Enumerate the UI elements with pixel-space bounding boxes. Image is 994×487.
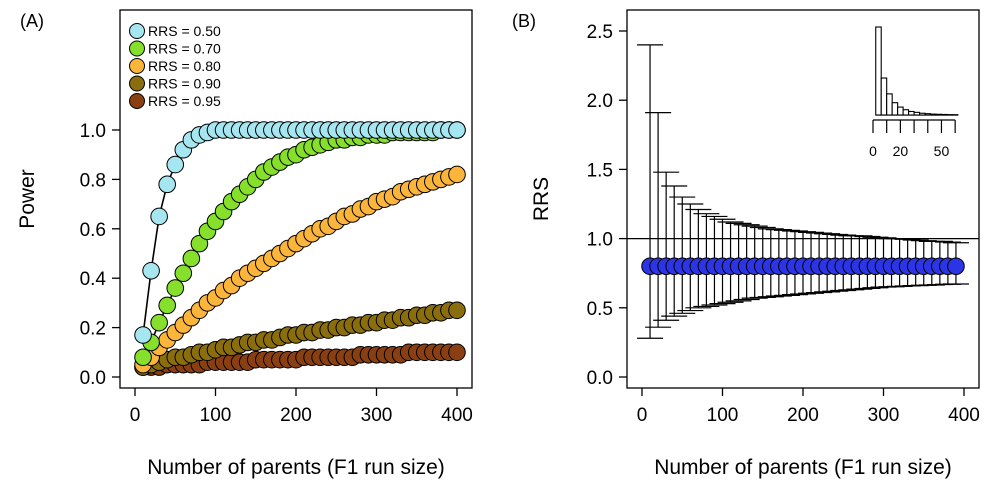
y-tick-label: 0.0 <box>587 368 613 389</box>
panel-b-label: (B) <box>512 11 536 31</box>
data-point <box>150 207 168 226</box>
panel-a-series <box>134 121 466 376</box>
x-tick-label: 300 <box>361 405 393 426</box>
inset-bar <box>940 113 948 116</box>
data-point <box>166 155 185 174</box>
legend-label: RRS = 0.80 <box>148 58 221 74</box>
data-point <box>166 279 185 297</box>
inset-bar <box>891 102 899 116</box>
panel-a-y-axis: 0.0 0.2 0.4 0.6 0.8 1.0 <box>80 121 120 389</box>
y-tick-label: 1.0 <box>587 230 613 251</box>
inset-bar <box>897 106 904 116</box>
inset-bar <box>880 77 888 116</box>
inset-bar <box>913 111 921 116</box>
x-tick-label: 100 <box>200 405 232 426</box>
data-point <box>182 249 201 268</box>
x-tick-label: 100 <box>707 405 739 426</box>
panel-b-plot-frame <box>626 9 980 389</box>
x-tick-label: 200 <box>787 405 819 426</box>
y-tick-label: 1.5 <box>587 160 613 181</box>
data-point <box>174 264 193 283</box>
panel-a-label: (A) <box>20 11 44 31</box>
data-point <box>142 261 160 280</box>
legend-marker <box>129 58 145 74</box>
data-point <box>448 121 466 139</box>
inset-tick-label: 0 <box>869 143 877 159</box>
inset-tick-label: 20 <box>893 143 909 159</box>
inset-bar <box>924 113 932 116</box>
panel-b-points <box>641 257 965 276</box>
data-point <box>947 257 965 276</box>
inset-bar <box>908 110 915 116</box>
panel-b: (B) 0.0 0.5 1.0 1.5 2.0 2.5 0 100 200 300 400 0 20… <box>512 9 980 479</box>
inset-bar <box>886 93 893 116</box>
data-point <box>158 296 176 315</box>
legend-label: RRS = 0.70 <box>148 41 221 57</box>
legend-label: RRS = 0.50 <box>148 23 221 39</box>
panel-b-y-axis: 0.0 0.5 1.0 1.5 2.0 2.5 <box>587 22 627 389</box>
inset-bar <box>875 26 882 116</box>
y-tick-label: 0.2 <box>80 319 106 340</box>
x-tick-label: 400 <box>948 405 980 426</box>
y-tick-label: 0.5 <box>587 299 613 320</box>
y-tick-label: 0.8 <box>80 170 106 191</box>
panel-a-y-axis-label: Power <box>16 169 39 229</box>
panel-b-x-axis-label: Number of parents (F1 run size) <box>654 456 952 479</box>
x-tick-label: 400 <box>441 405 473 426</box>
inset-tick-label: 50 <box>934 143 950 159</box>
panel-a-x-axis-label: Number of parents (F1 run size) <box>147 456 445 479</box>
y-tick-label: 2.0 <box>587 91 613 112</box>
x-tick-label: 300 <box>868 405 900 426</box>
data-point <box>448 165 466 184</box>
data-point <box>150 313 168 332</box>
panel-b-inset-histogram: 0 20 50 <box>869 26 959 159</box>
inset-bar <box>929 113 937 116</box>
panel-a-x-axis: 0 100 200 300 400 <box>130 388 473 426</box>
legend-marker <box>129 93 145 109</box>
data-point <box>448 343 466 362</box>
data-point <box>158 175 176 194</box>
data-point <box>190 234 209 253</box>
inset-bar <box>902 109 910 116</box>
panel-a: (A) 0.0 0.2 0.4 0.6 0.8 1.0 0 100 200 300 400 RRS… <box>16 9 473 479</box>
legend-marker <box>129 23 145 39</box>
y-tick-label: 0.6 <box>80 220 106 241</box>
y-tick-label: 0.0 <box>80 368 106 389</box>
data-point <box>134 348 152 367</box>
inset-bar <box>935 113 943 116</box>
inset-bar <box>919 112 926 116</box>
panel-b-x-axis: 0 100 200 300 400 <box>637 388 980 426</box>
data-point <box>448 301 466 320</box>
data-point <box>134 326 152 344</box>
y-tick-label: 1.0 <box>80 121 106 142</box>
legend-label: RRS = 0.90 <box>148 76 221 92</box>
legend-marker <box>129 40 145 57</box>
legend-label: RRS = 0.95 <box>148 93 221 109</box>
x-tick-label: 0 <box>637 405 648 426</box>
x-tick-label: 0 <box>130 405 141 426</box>
legend-marker <box>129 75 145 92</box>
panel-b-y-axis-label: RRS <box>530 177 553 221</box>
y-tick-label: 2.5 <box>587 22 613 43</box>
y-tick-label: 0.4 <box>80 269 107 290</box>
panel-b-error-bars <box>637 44 969 339</box>
x-tick-label: 200 <box>280 405 312 426</box>
